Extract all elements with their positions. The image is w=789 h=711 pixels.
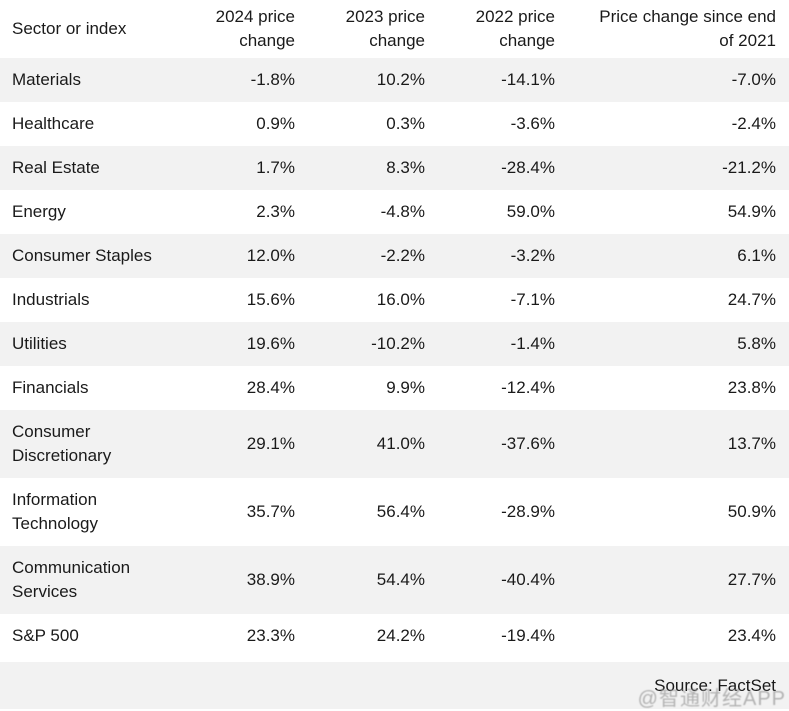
sector-cell: Energy <box>12 202 66 221</box>
table-row: Energy 2.3% -4.8% 59.0% 54.9% <box>0 190 789 234</box>
value-cell: 50.9% <box>727 502 776 521</box>
source-footer: Source: FactSet <box>0 662 789 709</box>
header-2023-price-change: 2023 price change <box>345 7 425 50</box>
value-cell: -40.4% <box>501 570 555 589</box>
value-cell: -19.4% <box>501 626 555 645</box>
value-cell: -4.8% <box>380 202 425 221</box>
table-row: Consumer Staples 12.0% -2.2% -3.2% 6.1% <box>0 234 789 278</box>
table-body: Materials -1.8% 10.2% -14.1% -7.0% Healthcare… <box>0 58 789 658</box>
table-header: Sector or index 2024 price change 2023 p… <box>0 0 789 58</box>
value-cell: -21.2% <box>722 158 776 177</box>
value-cell: 28.4% <box>246 378 295 397</box>
source-label: Source: FactSet <box>654 675 776 695</box>
sector-cell: Consumer Discretionary <box>12 422 112 465</box>
header-2022-price-change: 2022 price change <box>475 7 555 50</box>
value-cell: 54.9% <box>727 202 776 221</box>
table-row: Financials 28.4% 9.9% -12.4% 23.8% <box>0 366 789 410</box>
value-cell: 41.0% <box>376 434 425 453</box>
table-row: Healthcare 0.9% 0.3% -3.6% -2.4% <box>0 102 789 146</box>
value-cell: 23.8% <box>727 378 776 397</box>
value-cell: 8.3% <box>386 158 425 177</box>
sector-cell: Industrials <box>12 290 90 309</box>
value-cell: 38.9% <box>246 570 295 589</box>
value-cell: -28.4% <box>501 158 555 177</box>
value-cell: -2.2% <box>380 246 425 265</box>
header-2024-price-change: 2024 price change <box>215 7 295 50</box>
value-cell: -7.0% <box>731 70 776 89</box>
table-row: Real Estate 1.7% 8.3% -28.4% -21.2% <box>0 146 789 190</box>
value-cell: 12.0% <box>246 246 295 265</box>
header-row: Sector or index 2024 price change 2023 p… <box>0 0 789 58</box>
value-cell: -3.2% <box>510 246 555 265</box>
value-cell: 5.8% <box>737 334 776 353</box>
sector-cell: Information Technology <box>12 490 99 533</box>
value-cell: -1.8% <box>250 70 295 89</box>
value-cell: -2.4% <box>731 114 776 133</box>
sector-cell: Financials <box>12 378 89 397</box>
header-price-change-since-2021: Price change since end of 2021 <box>599 7 776 50</box>
value-cell: 23.3% <box>246 626 295 645</box>
table-row: Materials -1.8% 10.2% -14.1% -7.0% <box>0 58 789 102</box>
sector-cell: Consumer Staples <box>12 246 152 265</box>
table-row: Communication Services 38.9% 54.4% -40.4% 27… <box>0 546 789 614</box>
value-cell: 10.2% <box>376 70 425 89</box>
value-cell: 0.3% <box>386 114 425 133</box>
value-cell: -10.2% <box>371 334 425 353</box>
value-cell: 9.9% <box>386 378 425 397</box>
sector-cell: Healthcare <box>12 114 95 133</box>
value-cell: 15.6% <box>246 290 295 309</box>
value-cell: 0.9% <box>256 114 295 133</box>
sector-cell: Communication Services <box>12 558 131 601</box>
value-cell: 35.7% <box>246 502 295 521</box>
value-cell: 2.3% <box>256 202 295 221</box>
table-row: Industrials 15.6% 16.0% -7.1% 24.7% <box>0 278 789 322</box>
value-cell: -3.6% <box>510 114 555 133</box>
value-cell: 24.2% <box>376 626 425 645</box>
value-cell: -37.6% <box>501 434 555 453</box>
value-cell: 59.0% <box>506 202 555 221</box>
table-row: S&P 500 23.3% 24.2% -19.4% 23.4% <box>0 614 789 658</box>
value-cell: 24.7% <box>727 290 776 309</box>
value-cell: 56.4% <box>376 502 425 521</box>
value-cell: 19.6% <box>246 334 295 353</box>
value-cell: 54.4% <box>376 570 425 589</box>
value-cell: -28.9% <box>501 502 555 521</box>
value-cell: 23.4% <box>727 626 776 645</box>
value-cell: 27.7% <box>727 570 776 589</box>
value-cell: -14.1% <box>501 70 555 89</box>
sector-cell: S&P 500 <box>12 626 79 645</box>
sector-cell: Real Estate <box>12 158 100 177</box>
value-cell: 6.1% <box>737 246 776 265</box>
sector-cell: Materials <box>12 70 81 89</box>
value-cell: -1.4% <box>510 334 555 353</box>
value-cell: 29.1% <box>246 434 295 453</box>
table-row: Consumer Discretionary 29.1% 41.0% -37.6% 13… <box>0 410 789 478</box>
sector-price-change-table: Sector or index 2024 price change 2023 p… <box>0 0 789 658</box>
sector-cell: Utilities <box>12 334 67 353</box>
value-cell: 16.0% <box>376 290 425 309</box>
header-sector-or-index: Sector or index <box>12 19 127 38</box>
value-cell: -12.4% <box>501 378 555 397</box>
table-row: Information Technology 35.7% 56.4% -28.9% 50… <box>0 478 789 546</box>
table-row: Utilities 19.6% -10.2% -1.4% 5.8% <box>0 322 789 366</box>
value-cell: 1.7% <box>256 158 295 177</box>
value-cell: 13.7% <box>727 434 776 453</box>
value-cell: -7.1% <box>510 290 555 309</box>
